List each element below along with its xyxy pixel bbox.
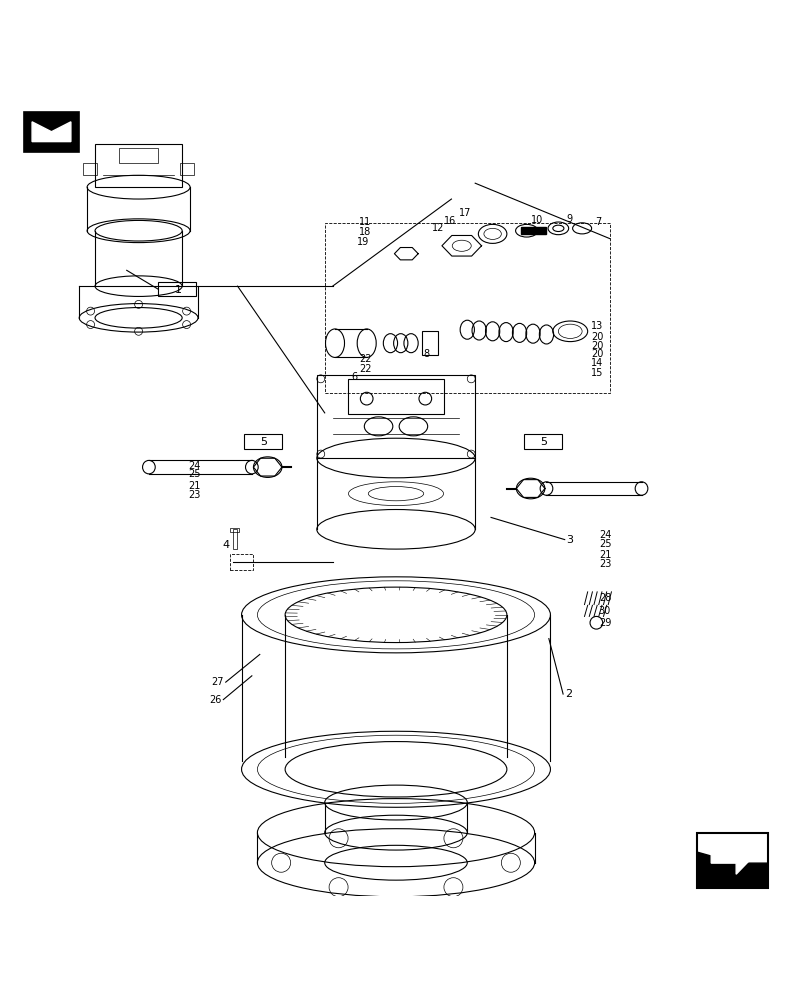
Bar	[119, 148, 158, 163]
Text: 22: 22	[359, 364, 371, 374]
Text: 18: 18	[359, 227, 371, 237]
Text: 4: 4	[223, 540, 230, 550]
Text: 8: 8	[423, 349, 429, 359]
Text: 20: 20	[591, 349, 604, 359]
Text: 3: 3	[566, 535, 573, 545]
Text: 10: 10	[531, 215, 543, 225]
Text: 23: 23	[188, 490, 200, 500]
Text: 15: 15	[591, 368, 604, 378]
Text: 6: 6	[352, 372, 358, 382]
Bar	[317, 375, 475, 458]
Text: 24: 24	[188, 461, 200, 471]
Bar	[325, 223, 610, 393]
Bar	[180, 163, 194, 175]
Bar	[524, 434, 562, 449]
Text: 21: 21	[599, 550, 611, 560]
Text: 21: 21	[188, 481, 200, 491]
Text: 5: 5	[261, 437, 267, 447]
Text: 29: 29	[599, 618, 611, 628]
Text: 23: 23	[599, 559, 611, 569]
Text: 25: 25	[599, 539, 611, 549]
Polygon shape	[32, 122, 71, 142]
Text: 28: 28	[599, 593, 611, 603]
Bar	[244, 434, 282, 449]
Text: 22: 22	[359, 354, 371, 364]
Bar	[24, 112, 79, 152]
Bar	[230, 528, 239, 532]
Text: 30: 30	[599, 606, 611, 616]
Text: 20: 20	[591, 341, 604, 351]
Text: 25: 25	[188, 469, 200, 479]
Polygon shape	[711, 837, 757, 874]
Text: 13: 13	[591, 321, 603, 331]
Bar	[95, 144, 182, 187]
Text: 14: 14	[591, 358, 603, 368]
Bar	[521, 227, 546, 234]
Text: 24: 24	[599, 530, 611, 540]
Text: 11: 11	[359, 217, 371, 227]
Text: 5: 5	[540, 437, 546, 447]
Text: 17: 17	[459, 208, 472, 218]
Text: 19: 19	[357, 237, 369, 247]
Text: 12: 12	[432, 223, 445, 233]
Text: 9: 9	[566, 214, 573, 224]
Bar	[158, 282, 196, 296]
Text: 16: 16	[444, 216, 455, 226]
Text: 7: 7	[596, 217, 602, 227]
Bar	[348, 379, 444, 414]
Bar	[230, 554, 253, 570]
Text: 26: 26	[209, 695, 222, 705]
Bar	[422, 331, 438, 355]
Bar	[233, 529, 237, 549]
Text: 20: 20	[591, 332, 604, 342]
Bar	[697, 833, 768, 888]
Text: 2: 2	[565, 689, 572, 699]
Text: 27: 27	[211, 677, 224, 687]
Bar	[83, 163, 97, 175]
Polygon shape	[697, 852, 768, 888]
Text: 1: 1	[175, 285, 181, 295]
